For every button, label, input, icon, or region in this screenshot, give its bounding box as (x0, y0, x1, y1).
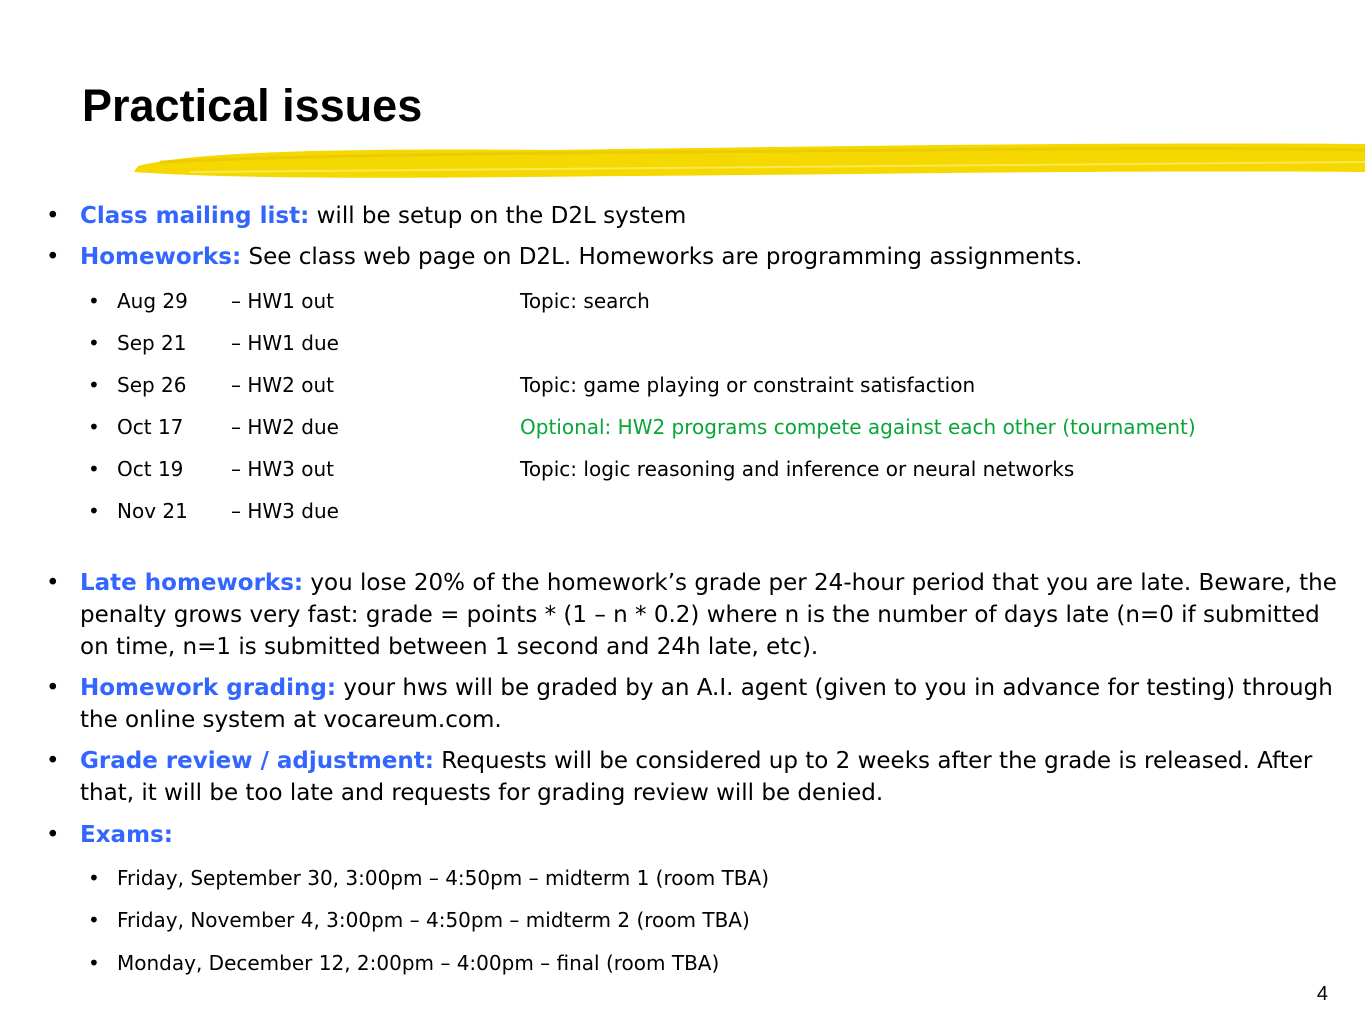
sub-bullet-dot: • (88, 951, 100, 975)
schedule-date: Oct 17 (117, 415, 184, 439)
bullet-dot: • (46, 570, 60, 596)
bullet-keyword: Homeworks: (80, 244, 242, 270)
bullet-dot: • (46, 675, 60, 701)
bullet-keyword: Exams: (80, 822, 173, 848)
schedule-date: Sep 26 (117, 373, 187, 397)
bullet-text: will be setup on the D2L system (309, 203, 687, 229)
bullet-text: you lose 20% of the homework’s grade per… (80, 570, 1337, 660)
schedule-date: Oct 19 (117, 457, 184, 481)
bullet-keyword: Grade review / adjustment: (80, 748, 434, 774)
sub-bullet-dot: • (88, 499, 100, 523)
schedule-event: – HW1 out (231, 289, 335, 313)
bullet-text: your hws will be graded by an A.I. agent… (80, 675, 1333, 733)
slide-title: Practical issues (82, 80, 423, 131)
exam-text: Monday, December 12, 2:00pm – 4:00pm – f… (117, 951, 720, 975)
schedule-note: Topic: logic reasoning and inference or … (520, 457, 1075, 481)
bullet-keyword: Late homeworks: (80, 570, 304, 596)
bullet-dot: • (46, 822, 60, 848)
schedule-date: Sep 21 (117, 331, 187, 355)
title-underline-brush-stroke (134, 143, 1365, 178)
schedule-event: – HW3 out (231, 457, 335, 481)
schedule-event: – HW2 out (231, 373, 335, 397)
bullet-dot: • (46, 203, 60, 229)
sub-bullet-dot: • (88, 908, 100, 932)
exam-text: Friday, September 30, 3:00pm – 4:50pm – … (117, 866, 770, 890)
bullet-dot: • (46, 748, 60, 774)
sub-bullet-dot: • (88, 457, 100, 481)
bullet-dot: • (46, 244, 60, 270)
schedule-note: Topic: search (520, 289, 650, 313)
bullet-keyword: Homework grading: (80, 675, 337, 701)
schedule-event: – HW1 due (231, 331, 339, 355)
schedule-note-highlight: Optional: HW2 programs compete against e… (520, 415, 1196, 439)
schedule-event: – HW2 due (231, 415, 339, 439)
sub-bullet-dot: • (88, 331, 100, 355)
exam-text: Friday, November 4, 3:00pm – 4:50pm – mi… (117, 908, 750, 932)
sub-bullet-dot: • (88, 373, 100, 397)
sub-bullet-dot: • (88, 415, 100, 439)
bullet-text: See class web page on D2L. Homeworks are… (241, 244, 1083, 270)
sub-bullet-dot: • (88, 866, 100, 890)
page-number: 4 (1316, 983, 1328, 1005)
schedule-date: Nov 21 (117, 499, 188, 523)
schedule-note: Topic: game playing or constraint satisf… (520, 373, 976, 397)
sub-bullet-dot: • (88, 289, 100, 313)
schedule-date: Aug 29 (117, 289, 188, 313)
schedule-event: – HW3 due (231, 499, 339, 523)
bullet-keyword: Class mailing list: (80, 203, 310, 229)
bullet-text: Requests will be considered up to 2 week… (80, 748, 1313, 806)
